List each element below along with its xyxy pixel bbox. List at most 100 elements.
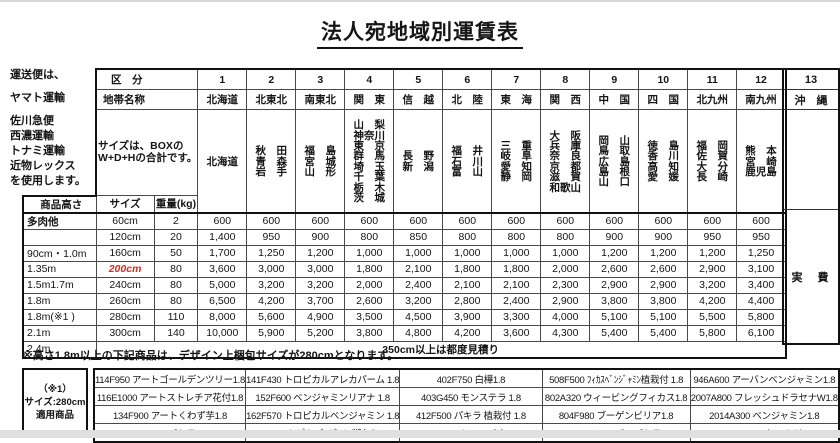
region-number-cell: 8 [540, 68, 591, 90]
fare-cell: 600 [197, 212, 248, 230]
fare-row: 1.35m 200cm 80 3,600 3,000 3,000 1,800 2,100 1,8… [22, 260, 787, 278]
fare-cell: 2,600 [638, 260, 689, 278]
fare-row: 1.5m1.7m 240cm 80 5,000 3,200 3,200 2,000 2,400… [22, 276, 787, 294]
fare-cell: 3,800 [638, 292, 689, 310]
fare-cell: 600 [246, 212, 297, 230]
okinawa-number-cell: 13 [782, 68, 840, 90]
fare-cell: 5,000 [197, 276, 248, 294]
carrier-note-line: 運送便は、 [10, 69, 65, 81]
product-cell: 152F600 ベンジャミンリアナ 1.8 [244, 387, 401, 406]
fare-cell: 5,600 [246, 308, 297, 326]
product-cell: 2007A800 フレッシュドラセナW1.8 [689, 387, 840, 406]
region-number-cell: 2 [246, 68, 297, 90]
fare-row: 多肉他 60cm 2 600 600 600 600 600 600 600 600 600 600 60… [22, 212, 787, 230]
carrier-note-line: 西濃運輸 [10, 130, 54, 142]
fare-cell: 1,200 [638, 244, 689, 262]
fare-cell: 600 [295, 212, 346, 230]
fare-cell: 600 [491, 212, 542, 230]
row-label-cell: 1.35m [22, 260, 97, 278]
size-value-cell: 60cm [95, 212, 155, 230]
region-number-cell: 11 [687, 68, 738, 90]
region-number-cell: 1 [197, 68, 248, 90]
fare-cell: 5,800 [736, 308, 787, 326]
product-row: 134F900 アートくわず芋1.8 162F570 トロピカルベンジャミン 1.… [92, 405, 840, 424]
fare-cell: 2,000 [344, 276, 395, 294]
region-name-cell: 南東北 [295, 89, 346, 110]
fare-cell: 1,000 [442, 244, 493, 262]
fare-cell: 4,800 [393, 324, 444, 342]
fare-cell: 4,300 [540, 324, 591, 342]
fare-cell: 1,800 [344, 260, 395, 278]
fare-cell: 1,800 [442, 260, 493, 278]
prefecture-list-cell: 熊 本宮 崎鹿児島 [736, 109, 787, 214]
fare-cell: 2,600 [589, 260, 640, 278]
region-number-cell: 5 [393, 68, 444, 90]
region-number-cell: 9 [589, 68, 640, 90]
fare-cell: 2,900 [638, 276, 689, 294]
size280-label-line: 適用商品 [35, 409, 74, 421]
prefecture-list-cell: 山 梨神奈川東 京群 馬埼 玉千 葉栃 木茨 城 [344, 109, 395, 214]
fare-cell: 4,000 [540, 308, 591, 326]
prefecture-list-cell: 長 野新 潟 [393, 109, 444, 214]
fare-cell: 1,250 [736, 244, 787, 262]
product-cell: 141F430 トロピカルアレカパーム 1.8 [244, 368, 401, 388]
fare-cell: 1,000 [393, 244, 444, 262]
fare-row: 120cm 20 1,400 950 900 800 850 800 800 800 900 900 9… [22, 228, 787, 246]
product-cell: 2014A300 ベンジャミン1.8 [689, 405, 840, 424]
fare-cell: 600 [638, 212, 689, 230]
weight-value-cell: 50 [153, 244, 199, 262]
size280-label-line: サイズ:280cm [24, 396, 86, 408]
fare-cell: 5,800 [687, 324, 738, 342]
fare-cell: 600 [589, 212, 640, 230]
fare-cell: 3,000 [246, 260, 297, 278]
fare-cell: 5,900 [246, 324, 297, 342]
footnote: ※高さ1.8m以上の下記商品は、デザイン上梱包サイズが280cmとなります。 [22, 350, 399, 362]
weight-value-cell: 110 [153, 308, 199, 326]
size280-label-box: （※1） サイズ:280cm 適用商品 [22, 368, 88, 436]
fare-cell: 600 [442, 212, 493, 230]
fare-cell: 3,400 [736, 276, 787, 294]
weight-value-cell: 80 [153, 292, 199, 310]
weight-value-cell: 20 [153, 228, 199, 246]
fare-cell: 1,000 [491, 244, 542, 262]
fare-cell: 4,500 [393, 308, 444, 326]
fare-cell: 3,000 [295, 260, 346, 278]
region-name-cell: 北海道 [197, 89, 248, 110]
fare-cell: 8,000 [197, 308, 248, 326]
fare-cell: 950 [736, 228, 787, 246]
region-number-cell: 10 [638, 68, 689, 90]
row-label-cell: 2.4m [22, 340, 97, 359]
fare-cell: 5,200 [295, 324, 346, 342]
fare-cell: 2,300 [540, 276, 591, 294]
product-cell: 804F980 ブーゲンビリア1.8 [541, 405, 691, 424]
column-header-row: 商品高さ サイズ 重量(kg) [22, 194, 786, 214]
row-label-cell: 多肉他 [22, 212, 97, 230]
fare-cell: 3,200 [295, 276, 346, 294]
size-value-cell: 160cm [95, 244, 155, 262]
fare-cell: 2,100 [442, 276, 493, 294]
fare-cell: 800 [540, 228, 591, 246]
carrier-note-line: を使用します。 [10, 175, 86, 187]
region-number-cell: 3 [295, 68, 346, 90]
screen-bottom-edge [0, 430, 840, 438]
prefecture-list-cell: 大 阪兵 庫奈 良京 都滋 賀和歌山 [540, 109, 591, 214]
fare-cell: 800 [491, 228, 542, 246]
product-cell: 508F500 ﾌｨｶｽﾍﾞﾝｼﾞｬﾐﾝ植栽付 1.8 [541, 368, 691, 388]
product-cell: 116E1000 アートストレチア花付1.8 [92, 387, 246, 406]
fare-cell: 4,200 [687, 292, 738, 310]
size-header-cell: サイズ [95, 195, 155, 214]
fare-cell: 1,000 [540, 244, 591, 262]
okinawa-fee-cell: 実 費 [782, 209, 840, 345]
fare-cell: 3,200 [393, 292, 444, 310]
fare-cell: 800 [442, 228, 493, 246]
region-name-cell: 関 東 [344, 89, 395, 110]
carrier-note-line: トナミ運輸 [10, 145, 65, 157]
fare-cell: 600 [736, 212, 787, 230]
okinawa-column: 13 沖 縄 実 費 [782, 68, 840, 345]
fare-cell: 2,800 [442, 292, 493, 310]
page-title: 法人宛地域別運賃表 [317, 16, 523, 49]
fare-cell: 5,500 [687, 308, 738, 326]
region-name-cell: 中 国 [589, 89, 640, 110]
prefecture-list-cell: 岡 山鳥 取広 島島 根山 口 [589, 109, 640, 214]
size-value-cell: 240cm [95, 276, 155, 294]
